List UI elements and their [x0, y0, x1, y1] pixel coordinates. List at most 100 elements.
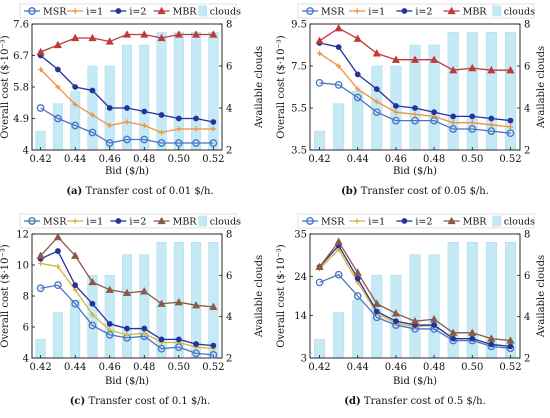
y2-tick-label: 4	[524, 312, 530, 323]
data-point	[193, 115, 199, 122]
legend-marker	[157, 6, 166, 15]
legend-marker	[157, 216, 166, 225]
data-point	[507, 117, 514, 124]
cloud-bar	[191, 242, 202, 359]
data-point	[373, 308, 380, 315]
data-point	[88, 321, 97, 330]
y-tick-label: 10	[16, 261, 29, 272]
y2-tick-label: 8	[524, 20, 530, 31]
data-point	[89, 312, 96, 318]
x-tick-label: 0.46	[385, 362, 407, 373]
x-tick-label: 0.48	[133, 154, 155, 165]
data-point	[450, 113, 457, 120]
x-tick-label: 0.48	[423, 362, 445, 373]
legend-marker	[115, 218, 122, 224]
data-point	[450, 120, 456, 126]
legend-marker	[306, 217, 314, 225]
series-line-MSR	[319, 82, 511, 134]
data-point	[105, 37, 114, 45]
x-tick-label: 0.48	[423, 154, 445, 165]
data-point	[468, 63, 477, 72]
data-point	[158, 129, 165, 136]
data-point	[71, 251, 80, 259]
data-point	[157, 33, 166, 42]
data-point	[506, 336, 515, 344]
legend-marker	[72, 218, 78, 224]
x-tick-label: 0.46	[385, 154, 407, 165]
legend-label: clouds	[210, 217, 241, 228]
data-point	[353, 268, 362, 276]
data-point	[335, 44, 342, 50]
legend-swatch	[198, 215, 208, 227]
legend-swatch	[198, 5, 208, 17]
data-point	[72, 84, 79, 90]
x-axis-label: Bid ($/h)	[393, 376, 437, 387]
cloud-bar	[139, 44, 150, 151]
data-point	[192, 301, 201, 309]
data-point	[174, 30, 183, 38]
legend-box	[297, 3, 535, 19]
x-tick-label: 0.52	[499, 362, 521, 373]
data-point	[468, 125, 477, 133]
x-tick-label: 0.48	[133, 362, 155, 373]
x-tick-label: 0.46	[99, 362, 121, 373]
x-tick-label: 0.50	[461, 154, 483, 165]
data-point	[487, 334, 496, 342]
cloud-bar	[333, 103, 345, 151]
data-point	[487, 127, 496, 135]
cloud-bar	[352, 299, 364, 359]
y-tick-label: 4	[23, 354, 29, 365]
data-point	[88, 33, 97, 42]
plot-frame	[309, 233, 521, 359]
sub-caption-text: Transfer cost of 0.01 $/h.	[82, 186, 213, 197]
legend-box	[19, 3, 237, 19]
data-point	[72, 101, 78, 108]
legend-marker	[306, 7, 314, 15]
data-point	[124, 105, 130, 111]
legend-swatch	[492, 215, 502, 227]
cloud-bar	[52, 103, 63, 151]
x-tick-label: 0.44	[64, 362, 86, 373]
legend-label: i=1	[86, 7, 103, 18]
legend-label: MSR	[43, 7, 67, 18]
y2-tick-label: 6	[226, 62, 232, 73]
y2-axis-label: Available clouds	[254, 46, 265, 129]
data-point	[354, 275, 361, 282]
cloud-bar	[173, 32, 184, 151]
data-point	[36, 104, 45, 112]
data-point	[393, 103, 399, 109]
data-point	[158, 112, 165, 118]
data-point	[72, 282, 79, 289]
data-point	[430, 315, 439, 323]
cloud-bar	[485, 32, 497, 151]
data-point	[334, 23, 343, 32]
x-tick-label: 0.44	[64, 154, 86, 165]
legend-marker	[447, 6, 456, 15]
legend-label: MBR	[463, 7, 488, 18]
series-line-MSR	[40, 284, 214, 356]
x-tick-label: 0.42	[308, 362, 330, 373]
data-point	[193, 341, 199, 347]
sub-caption-text: Transfer cost of 0.1 $/h.	[85, 396, 210, 407]
y2-tick-label: 6	[524, 271, 530, 282]
data-point	[38, 66, 44, 73]
data-point	[353, 292, 362, 300]
data-point	[141, 330, 147, 336]
y2-tick-label: 8	[524, 230, 530, 241]
data-point	[107, 122, 113, 129]
sub-caption-label: (d)	[344, 396, 360, 407]
legend-label: MBR	[463, 217, 488, 228]
cloud-bar	[139, 254, 150, 359]
data-point	[124, 332, 130, 338]
data-point	[89, 112, 96, 118]
y-tick-label: 6.7	[13, 51, 29, 62]
chart-panel-c: 4 6 8 10 12 2 4 6 8 0.42 0.44 0.46 0.48 0.50 0.52 Bid (…	[0, 213, 265, 407]
cloud-bar	[371, 65, 383, 151]
data-point	[157, 299, 166, 307]
y-axis-label: Overall cost ($·10⁻³)	[276, 244, 287, 347]
legend-marker	[354, 8, 360, 14]
data-point	[175, 336, 182, 343]
data-point	[140, 30, 149, 38]
data-point	[71, 299, 80, 308]
